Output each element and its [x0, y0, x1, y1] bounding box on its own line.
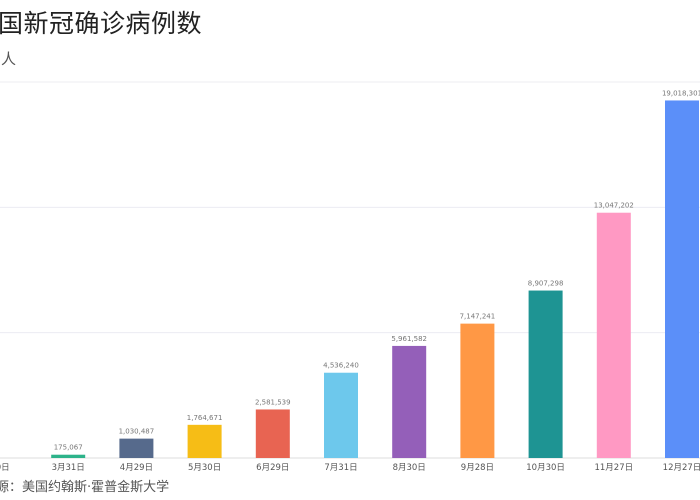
x-tick-label: 12月27日: [663, 463, 700, 473]
bar-value-label: 8,907,298: [528, 280, 564, 288]
x-tick-label: 8月30日: [393, 463, 426, 473]
bar: [255, 409, 290, 458]
bar-value-label: 19,018,301: [662, 89, 700, 97]
bar-value-label: 1,764,671: [187, 414, 223, 422]
bar-value-label: 5,961,582: [391, 335, 427, 343]
x-tick-label: 10月30日: [526, 463, 565, 473]
bar-value-label: 4,536,240: [323, 362, 359, 370]
x-tick-label: 7月31日: [324, 463, 357, 473]
bar: [187, 424, 222, 458]
x-tick-label: 10日: [0, 463, 10, 473]
bar-value-label: 2,581,539: [255, 398, 291, 406]
bars: [51, 100, 699, 459]
chart-title: 国新冠确诊病例数: [0, 9, 203, 38]
x-tick-label: 4月29日: [120, 463, 153, 473]
bar-chart: 175,067 1,030,487 1,764,671 2,581,539 4,536,…: [0, 81, 700, 473]
bar: [528, 290, 563, 458]
chart-source-note: 源：美国约翰斯·霍普金斯大学: [0, 480, 170, 495]
bar-value-label: 13,047,202: [594, 202, 634, 210]
bar-value-label: 175,067: [54, 444, 83, 452]
x-tick-label: 3月31日: [52, 463, 85, 473]
x-tick-label: 11月27日: [594, 463, 633, 473]
bar: [460, 323, 495, 458]
x-tick-label: 6月29日: [256, 463, 289, 473]
bar: [51, 454, 86, 458]
bar: [392, 345, 427, 458]
x-axis-ticks: 10日 3月31日 4月29日 5月30日 6月29日 7月31日 8月30日 9月28日 10…: [0, 463, 700, 473]
bar-value-label: 1,030,487: [119, 428, 155, 436]
bar: [324, 372, 358, 458]
x-tick-label: 9月28日: [461, 463, 494, 473]
value-labels: 175,067 1,030,487 1,764,671 2,581,539 4,536,…: [54, 89, 700, 451]
bar: [665, 100, 699, 459]
x-tick-label: 5月30日: [188, 463, 221, 473]
bar: [596, 212, 631, 458]
bar: [119, 438, 154, 458]
chart-unit-label: 人: [1, 50, 17, 68]
bar-value-label: 7,147,241: [460, 313, 496, 321]
